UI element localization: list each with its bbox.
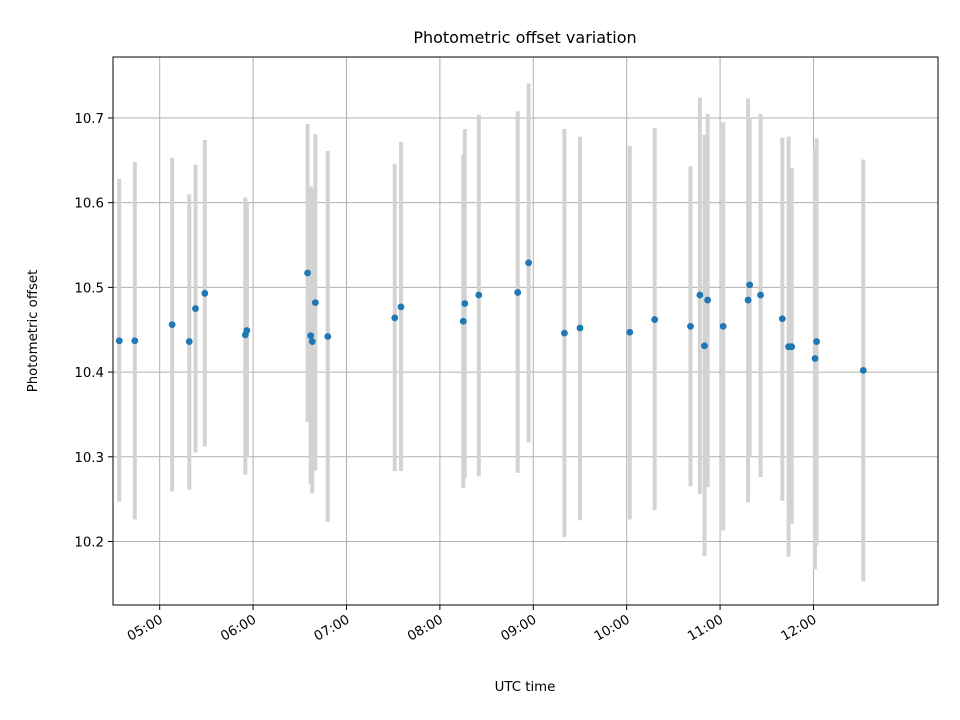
data-point xyxy=(757,291,764,299)
data-point xyxy=(746,281,754,289)
y-tick-label: 10.5 xyxy=(74,281,104,296)
data-point xyxy=(201,289,209,297)
data-point xyxy=(813,338,820,345)
data-point xyxy=(307,332,315,340)
data-point xyxy=(788,343,796,351)
x-axis-label: UTC time xyxy=(495,680,556,695)
data-point xyxy=(459,317,467,325)
y-tick-label: 10.4 xyxy=(74,366,104,381)
data-point xyxy=(696,291,704,299)
data-point xyxy=(514,289,522,296)
data-points xyxy=(115,259,867,374)
data-point xyxy=(719,322,727,330)
y-tick-label: 10.2 xyxy=(74,535,104,550)
chart-title: Photometric offset variation xyxy=(413,28,636,47)
data-point xyxy=(778,315,786,323)
y-axis: 10.2 10.3 10.4 10.5 10.6 10.7 xyxy=(74,112,113,550)
y-tick-label: 10.7 xyxy=(74,112,104,127)
y-tick-label: 10.3 xyxy=(74,451,104,466)
data-point xyxy=(324,333,332,340)
data-point xyxy=(391,314,399,322)
data-point xyxy=(687,322,694,330)
data-point xyxy=(744,296,752,304)
data-point xyxy=(461,300,469,307)
data-point xyxy=(576,324,584,332)
data-point xyxy=(859,366,867,374)
data-point xyxy=(185,338,193,345)
plot-frame xyxy=(112,56,939,606)
data-point xyxy=(168,321,176,329)
y-tick-label: 10.6 xyxy=(74,197,104,212)
data-point xyxy=(651,316,659,323)
data-point xyxy=(701,342,708,350)
data-point xyxy=(525,259,533,267)
data-point xyxy=(397,303,405,311)
data-point xyxy=(304,269,311,277)
y-axis-label: Photometric offset xyxy=(26,270,41,393)
data-point xyxy=(475,291,483,299)
data-point xyxy=(311,299,319,307)
data-point xyxy=(243,327,251,334)
data-point xyxy=(308,338,316,345)
data-point xyxy=(704,296,712,304)
data-point xyxy=(811,355,819,362)
data-point xyxy=(115,337,123,345)
data-point xyxy=(192,305,199,312)
data-point xyxy=(626,328,634,336)
data-point xyxy=(561,329,568,337)
data-point xyxy=(131,337,139,345)
